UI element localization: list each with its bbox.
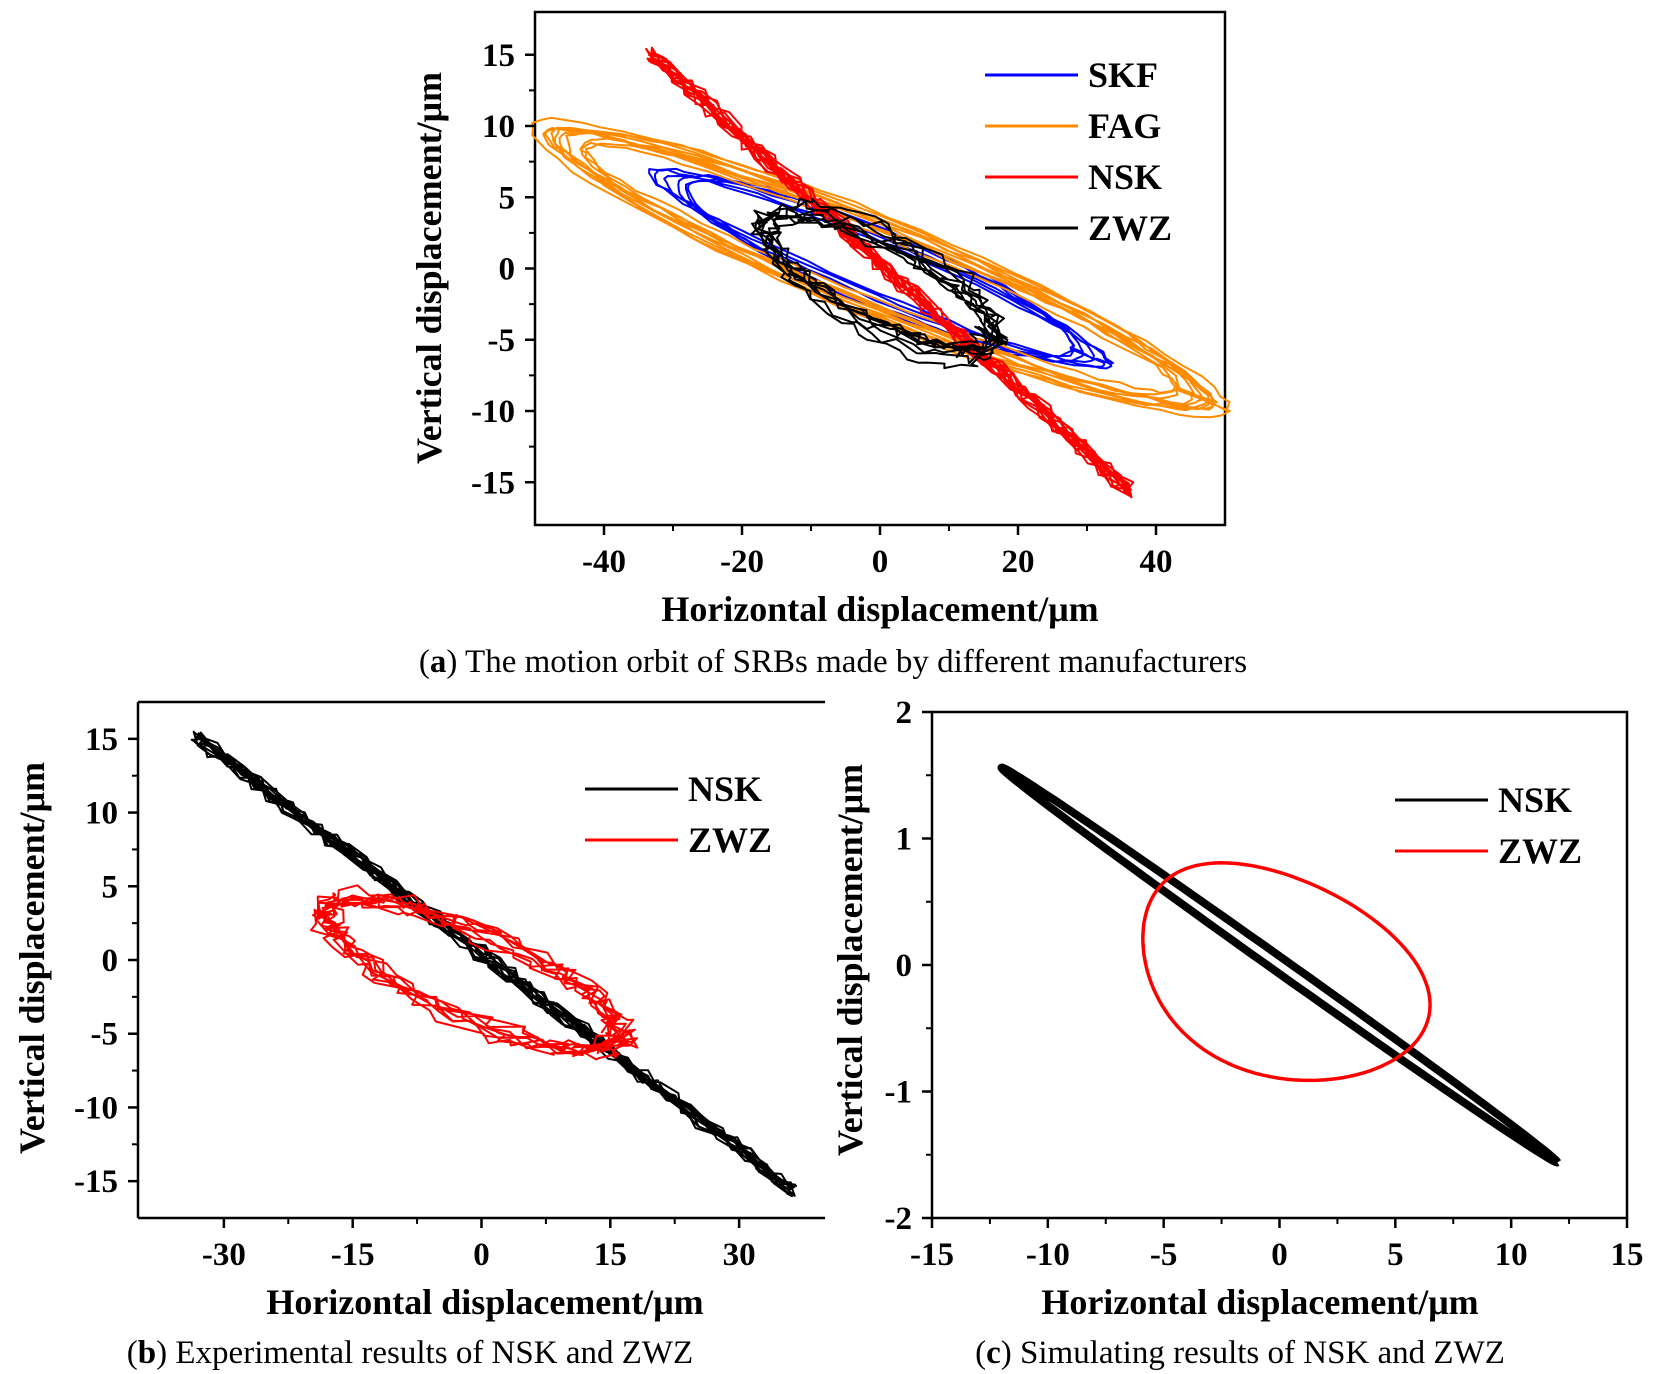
caption-a-text: ) The motion orbit of SRBs made by diffe…	[446, 644, 1247, 680]
axes-ticks-a: -40 -20 0 20 40 15 10 5 0 -5 -10 -15	[471, 38, 1173, 580]
series-b-zwz	[309, 884, 639, 1061]
x-tick-label-a-3: 20	[1002, 544, 1035, 580]
series-a-nsk	[645, 46, 1135, 499]
caption-c-letter: c	[986, 1335, 1001, 1371]
legend-c: NSK ZWZ	[1395, 780, 1582, 871]
y-tick-label-c-4: -2	[885, 1201, 913, 1237]
y-tick-label-a-3: 0	[499, 252, 516, 288]
plot-a-series	[531, 46, 1231, 499]
x-tick-label-c-6: 15	[1611, 1237, 1644, 1273]
y-tick-label-a-1: 10	[482, 109, 515, 145]
y-axis-label-b: Vertical displacement/μm	[12, 762, 52, 1154]
y-tick-label-b-1: 10	[85, 796, 118, 832]
series-c-zwz	[1141, 861, 1432, 1083]
plot-c-series	[997, 763, 1562, 1167]
x-axis-label-b: Horizontal displacement/μm	[266, 1282, 703, 1322]
x-tick-label-b-2: 0	[473, 1237, 490, 1273]
legend-a: SKF FAG NSK ZWZ	[985, 55, 1172, 248]
caption-c-prefix: (	[975, 1335, 986, 1371]
y-tick-label-b-2: 5	[102, 869, 119, 905]
caption-b: (b) Experimental results of NSK and ZWZ	[127, 1335, 693, 1371]
series-a-fag	[531, 116, 1231, 419]
y-tick-label-b-3: 0	[102, 943, 119, 979]
y-tick-label-b-5: -10	[74, 1090, 118, 1126]
y-tick-label-b-4: -5	[91, 1017, 119, 1053]
caption-b-text: ) Experimental results of NSK and ZWZ	[156, 1335, 693, 1371]
series-c-nsk	[997, 763, 1562, 1167]
caption-a: (a) The motion orbit of SRBs made by dif…	[419, 644, 1247, 680]
caption-a-prefix: (	[419, 644, 430, 680]
panel-b: -30 -15 0 15 30 15 10 5 0 -5 -10 -15 Horizontal dis…	[12, 700, 825, 1371]
x-tick-label-c-0: -15	[910, 1237, 954, 1273]
x-tick-label-b-0: -30	[202, 1237, 246, 1273]
y-tick-label-a-5: -10	[471, 394, 515, 430]
y-tick-label-a-4: -5	[488, 323, 516, 359]
y-axis-label-c: Vertical displacement/μm	[830, 764, 870, 1156]
caption-a-letter: a	[430, 644, 447, 680]
y-tick-label-c-2: 0	[896, 948, 913, 984]
series-a-zwz	[750, 197, 1009, 370]
legend-label-a-0: SKF	[1088, 55, 1158, 95]
x-tick-label-c-4: 5	[1387, 1237, 1404, 1273]
caption-c: (c) Simulating results of NSK and ZWZ	[975, 1335, 1505, 1371]
legend-label-a-2: NSK	[1088, 157, 1162, 197]
x-tick-label-c-5: 10	[1495, 1237, 1528, 1273]
legend-label-b-1: ZWZ	[688, 820, 772, 860]
y-tick-label-a-2: 5	[499, 180, 516, 216]
y-axis-label-a: Vertical displacement/μm	[409, 72, 449, 464]
caption-c-text: ) Simulating results of NSK and ZWZ	[1001, 1335, 1505, 1371]
y-tick-label-a-6: -15	[471, 465, 515, 501]
legend-label-a-1: FAG	[1088, 106, 1161, 146]
x-tick-label-b-1: -15	[331, 1237, 375, 1273]
x-tick-label-c-1: -10	[1026, 1237, 1070, 1273]
x-tick-label-c-2: -5	[1150, 1237, 1178, 1273]
legend-label-a-3: ZWZ	[1088, 208, 1172, 248]
legend-label-c-0: NSK	[1498, 780, 1572, 820]
legend-label-b-0: NSK	[688, 769, 762, 809]
y-tick-label-c-1: 1	[896, 822, 913, 858]
x-tick-label-b-4: 30	[723, 1237, 756, 1273]
axes-ticks-b: -30 -15 0 15 30 15 10 5 0 -5 -10 -15	[74, 722, 756, 1273]
x-tick-label-b-3: 15	[594, 1237, 627, 1273]
x-tick-label-a-1: -20	[720, 544, 764, 580]
x-tick-label-a-2: 0	[872, 544, 889, 580]
y-tick-label-c-0: 2	[896, 695, 913, 731]
caption-b-prefix: (	[127, 1335, 138, 1371]
x-axis-label-c: Horizontal displacement/μm	[1041, 1282, 1478, 1322]
y-tick-label-a-0: 15	[482, 38, 515, 74]
x-tick-label-c-3: 0	[1271, 1237, 1288, 1273]
y-tick-label-c-3: -1	[885, 1075, 913, 1111]
panel-a: -40 -20 0 20 40 15 10 5 0 -5 -10 -15 Horizontal dis…	[409, 10, 1247, 680]
series-a-skf	[648, 167, 1114, 370]
series-b-nsk	[190, 730, 798, 1197]
x-axis-label-a: Horizontal displacement/μm	[661, 589, 1098, 629]
legend-b: NSK ZWZ	[585, 769, 772, 860]
x-tick-label-a-0: -40	[582, 544, 626, 580]
caption-b-letter: b	[138, 1335, 156, 1371]
plot-b-series	[190, 730, 798, 1197]
legend-label-c-1: ZWZ	[1498, 831, 1582, 871]
x-tick-label-a-4: 40	[1140, 544, 1173, 580]
y-tick-label-b-6: -15	[74, 1164, 118, 1200]
y-tick-label-b-0: 15	[85, 722, 118, 758]
